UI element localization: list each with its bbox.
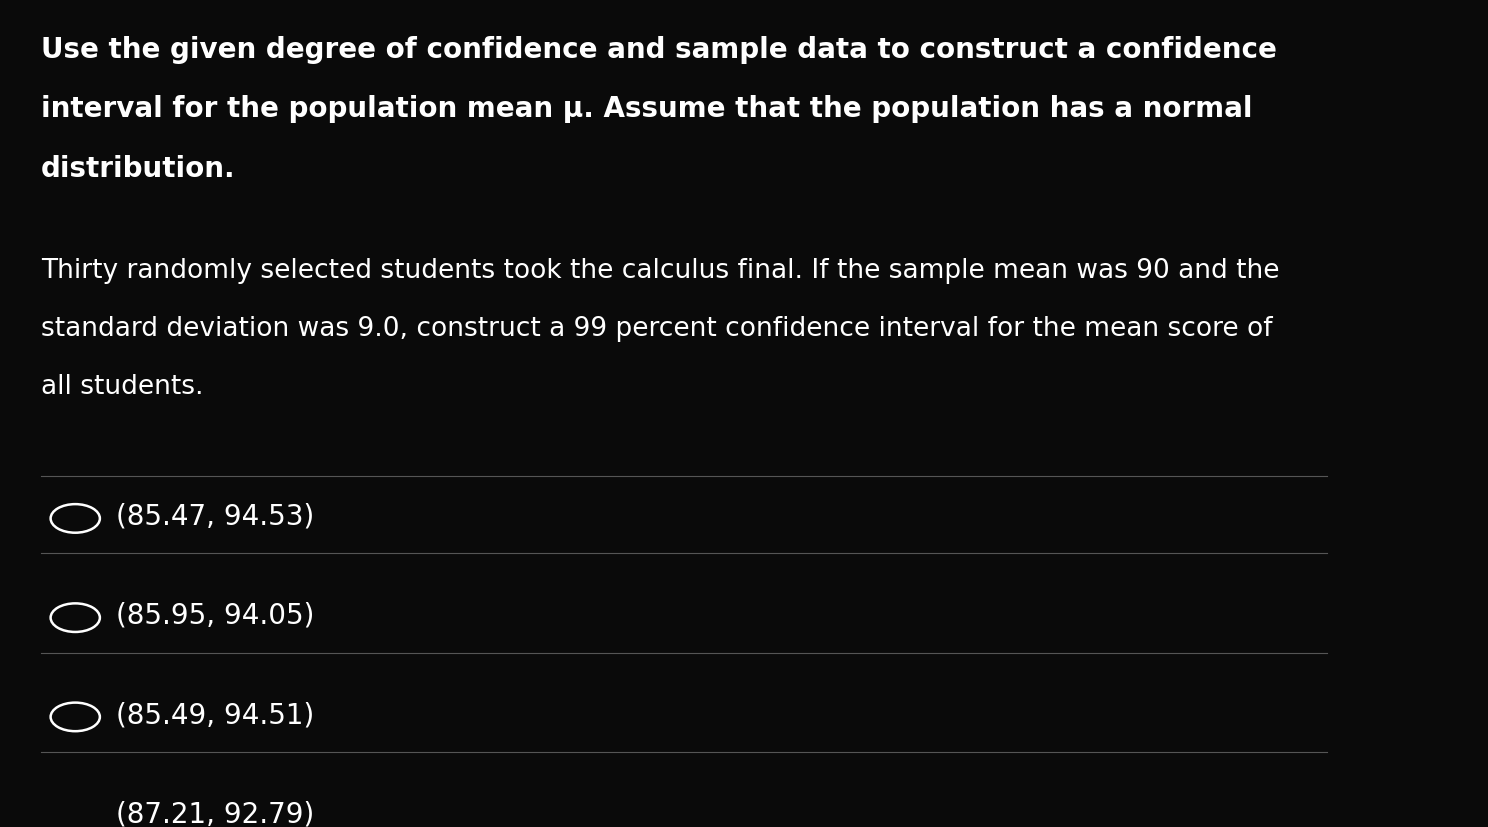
Text: (85.49, 94.51): (85.49, 94.51) bbox=[116, 701, 314, 729]
Text: (85.95, 94.05): (85.95, 94.05) bbox=[116, 602, 314, 630]
Text: (85.47, 94.53): (85.47, 94.53) bbox=[116, 503, 314, 531]
Text: Thirty randomly selected students took the calculus final. If the sample mean wa: Thirty randomly selected students took t… bbox=[42, 258, 1280, 284]
Text: Use the given degree of confidence and sample data to construct a confidence: Use the given degree of confidence and s… bbox=[42, 36, 1277, 64]
Text: interval for the population mean μ. Assume that the population has a normal: interval for the population mean μ. Assu… bbox=[42, 95, 1253, 123]
Text: all students.: all students. bbox=[42, 374, 204, 400]
Text: standard deviation was 9.0, construct a 99 percent confidence interval for the m: standard deviation was 9.0, construct a … bbox=[42, 316, 1272, 342]
Text: (87.21, 92.79): (87.21, 92.79) bbox=[116, 801, 314, 827]
Text: distribution.: distribution. bbox=[42, 155, 235, 183]
